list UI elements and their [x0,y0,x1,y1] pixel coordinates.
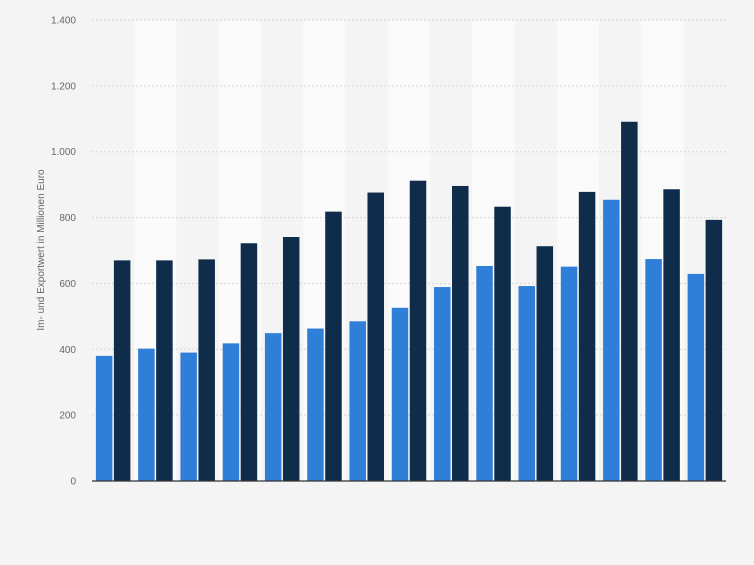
bar [409,180,427,482]
bar [198,259,215,481]
bar [518,286,536,481]
bar [222,343,240,481]
bar [578,191,596,481]
bar [705,219,723,481]
bar [264,333,282,481]
bar [113,260,131,481]
bar [180,352,197,481]
y-tick-label: 800 [59,213,76,224]
y-tick-label: 1.400 [51,16,76,27]
bar [452,185,469,481]
bar [307,328,324,481]
bar [663,189,680,481]
bar [240,243,258,481]
y-tick-label: 600 [59,279,76,290]
bar [156,260,173,481]
bar [95,355,113,481]
y-tick-label: 1.000 [51,147,76,158]
y-axis-label: Im- und Exportwert in Millionen Euro [36,169,47,331]
y-axis-ticks: 0 200 400 600 800 1.000 1.200 1.400 [51,16,76,488]
bar [603,199,620,482]
bar [138,348,155,481]
bar [687,273,705,481]
bar [494,206,511,481]
bars [95,121,723,482]
y-tick-label: 1.200 [51,81,76,92]
y-tick-label: 0 [70,477,76,488]
bar [282,236,300,481]
bar [349,321,366,481]
bar [391,307,409,481]
y-tick-label: 400 [59,345,76,356]
bar [536,246,554,481]
bar [560,266,578,481]
bar [367,192,384,481]
bar [645,259,662,481]
gridlines [92,19,726,416]
bar [476,265,493,481]
bar [325,211,342,481]
bar [434,287,451,481]
bar [621,121,638,482]
y-tick-label: 200 [59,411,76,422]
